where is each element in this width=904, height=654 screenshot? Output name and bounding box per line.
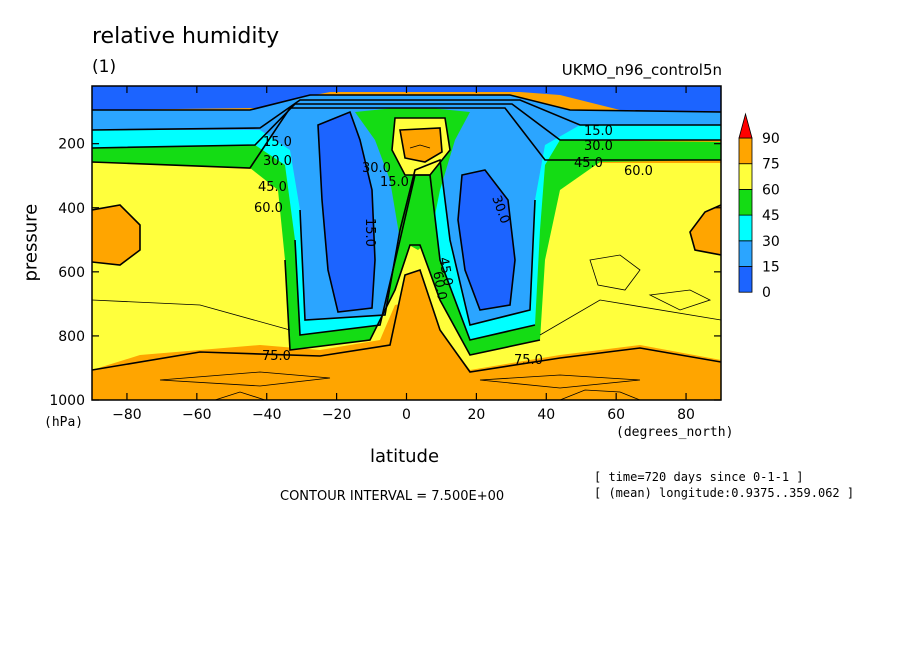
x-tick-label: −80 <box>112 407 142 423</box>
contour-label-15-east: 15.0 <box>584 124 613 139</box>
colorbar-swatch <box>738 137 753 165</box>
colorbar-label: 90 <box>762 131 780 147</box>
time-metadata: [ time=720 days since 0-1-1 ] <box>594 470 804 484</box>
fill-west-pool <box>92 205 140 265</box>
fill-east-pool <box>690 205 721 255</box>
contour-label-45-west: 45.0 <box>258 180 287 195</box>
plot-subtitle: (1) <box>92 57 117 77</box>
contour-label-30-east: 30.0 <box>584 139 613 154</box>
x-tick-label: 80 <box>677 407 695 423</box>
colorbar: 0 15 30 45 60 75 90 <box>738 112 780 301</box>
colorbar-swatch <box>738 240 753 267</box>
longitude-metadata: [ (mean) longitude:0.9375..359.062 ] <box>594 486 855 500</box>
colorbar-swatch <box>738 214 753 242</box>
contour-label-60-center: 60.0 <box>429 270 449 301</box>
y-tick-label: 200 <box>58 137 85 153</box>
contour-label-30-center: 30.0 <box>362 161 391 176</box>
colorbar-label: 75 <box>762 157 780 173</box>
colorbar-label: 0 <box>762 285 771 301</box>
contour-label-15-center: 15.0 <box>380 175 409 190</box>
y-axis-units: (hPa) <box>44 415 84 430</box>
y-tick-label: 600 <box>58 265 85 281</box>
fill-0-15-east-column <box>458 170 515 310</box>
x-tick-label: −60 <box>182 407 212 423</box>
x-tick-label: 60 <box>607 407 625 423</box>
colorbar-label: 15 <box>762 260 780 276</box>
colorbar-label: 30 <box>762 234 780 250</box>
y-tick-label: 400 <box>58 201 85 217</box>
contour-interval-note: CONTOUR INTERVAL = 7.500E+00 <box>280 489 505 504</box>
fill-0-15 <box>92 86 721 112</box>
x-tick-label: −40 <box>252 407 282 423</box>
colorbar-label: 45 <box>762 208 780 224</box>
x-axis: −80 −60 −40 −20 0 20 40 60 80 <box>112 86 695 423</box>
x-tick-label: 40 <box>537 407 555 423</box>
contour-labels: 15.0 30.0 45.0 60.0 15.0 30.0 45.0 60.0 … <box>254 124 653 368</box>
x-tick-label: −20 <box>322 407 352 423</box>
contour-label-75-west: 75.0 <box>262 349 291 364</box>
contour-label-15-column: 15.0 <box>362 218 377 247</box>
fill-60-75 <box>92 163 721 370</box>
x-tick-label: 20 <box>467 407 485 423</box>
x-tick-label: 0 <box>402 407 411 423</box>
contour-label-30-west: 30.0 <box>263 154 292 169</box>
colorbar-swatch <box>738 163 753 190</box>
colorbar-swatch <box>738 188 753 216</box>
dataset-label: UKMO_n96_control5n <box>561 61 722 79</box>
contour-label-75-east: 75.0 <box>514 353 543 368</box>
contour-label-60-west: 60.0 <box>254 201 283 216</box>
contour-label-15-west: 15.0 <box>263 135 292 150</box>
x-axis-units: (degrees_north) <box>616 425 734 440</box>
plot-title: relative humidity <box>92 24 280 49</box>
colorbar-extend-arrow <box>738 112 753 139</box>
contour-fill-group <box>92 86 721 400</box>
contour-lines <box>92 94 721 400</box>
colorbar-swatch <box>738 266 753 293</box>
contour-label-45-east: 45.0 <box>574 156 603 171</box>
colorbar-label: 60 <box>762 182 780 198</box>
x-axis-label: latitude <box>370 446 440 467</box>
fill-0-15-west-column <box>318 112 375 312</box>
fill-surface-orange <box>92 270 721 400</box>
y-axis-label: pressure <box>20 203 42 282</box>
y-tick-label: 800 <box>58 329 85 345</box>
y-axis: 200 400 600 800 1000 <box>49 137 721 409</box>
y-tick-label: 1000 <box>49 393 85 409</box>
contour-label-60-east: 60.0 <box>624 164 653 179</box>
contour-label-45-center: 45.0 <box>435 256 455 287</box>
